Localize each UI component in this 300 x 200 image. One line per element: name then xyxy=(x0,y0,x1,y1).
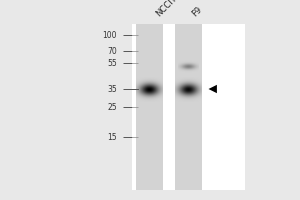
Text: 25: 25 xyxy=(107,102,117,112)
Text: 15: 15 xyxy=(107,132,117,142)
Text: 55: 55 xyxy=(107,58,117,68)
Text: 35: 35 xyxy=(107,84,117,94)
Text: F9: F9 xyxy=(190,4,204,18)
Text: 100: 100 xyxy=(103,30,117,40)
Polygon shape xyxy=(208,85,217,93)
Text: NCCIT: NCCIT xyxy=(154,0,179,18)
Text: 70: 70 xyxy=(107,46,117,55)
